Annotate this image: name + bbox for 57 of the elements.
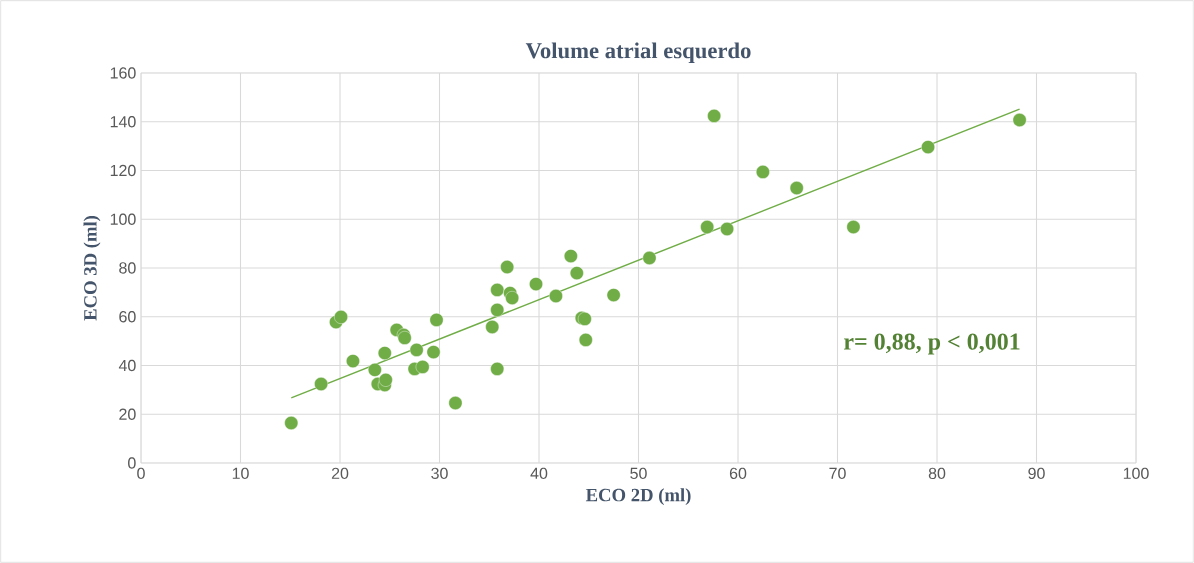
x-tick-label: 10 xyxy=(232,467,249,480)
x-tick-label: 20 xyxy=(331,467,349,480)
y-tick-label: 0 xyxy=(128,457,136,469)
x-axis-title: ECO 2D (ml) xyxy=(585,488,691,506)
point xyxy=(569,266,584,280)
x-tick-label: 40 xyxy=(530,467,548,480)
point xyxy=(378,373,393,387)
y-tick-label: 100 xyxy=(110,213,136,225)
point xyxy=(549,289,563,303)
point xyxy=(563,249,578,263)
x-tick-label: 0 xyxy=(137,467,145,480)
point xyxy=(529,277,543,291)
point xyxy=(367,363,382,377)
point xyxy=(448,396,463,410)
point xyxy=(334,310,348,324)
x-tick-label: 50 xyxy=(630,467,647,480)
point xyxy=(756,165,770,179)
y-tick-label: 80 xyxy=(119,262,136,274)
point xyxy=(490,303,505,317)
x-tick-label: 30 xyxy=(431,467,448,480)
point xyxy=(490,283,505,297)
point xyxy=(314,377,328,391)
point xyxy=(606,288,621,302)
point xyxy=(700,220,715,234)
y-tick-label: 40 xyxy=(118,359,136,372)
annotation: r= 0,88, p < 0,001 xyxy=(844,333,1020,355)
x-tick-label: 100 xyxy=(1123,467,1149,480)
point xyxy=(377,346,392,360)
point xyxy=(284,416,299,430)
x-tick-label: 90 xyxy=(1028,467,1045,480)
point xyxy=(1012,113,1027,127)
point xyxy=(415,360,430,374)
point xyxy=(921,140,935,154)
y-axis-title: ECO 3D (ml) xyxy=(83,215,101,321)
y-tick-label: 160 xyxy=(110,67,136,79)
point xyxy=(346,354,360,368)
point xyxy=(426,345,441,359)
point xyxy=(707,109,721,123)
point xyxy=(789,181,804,195)
point xyxy=(846,220,861,234)
y-tick-label: 20 xyxy=(119,408,136,420)
y-tick-label: 120 xyxy=(110,164,136,177)
point xyxy=(720,222,734,236)
point xyxy=(409,343,424,357)
point xyxy=(578,333,593,347)
y-tick-label: 140 xyxy=(110,116,136,128)
point xyxy=(485,320,500,334)
x-tick-label: 70 xyxy=(829,467,846,480)
x-tick-label: 60 xyxy=(729,467,747,480)
point xyxy=(500,260,515,274)
y-tick-label: 60 xyxy=(119,311,136,323)
point xyxy=(429,313,444,327)
x-tick-label: 80 xyxy=(928,467,946,480)
point xyxy=(490,362,505,376)
point xyxy=(505,291,520,305)
chart-title: Volume atrial esquerdo xyxy=(525,42,751,63)
point xyxy=(642,251,657,265)
